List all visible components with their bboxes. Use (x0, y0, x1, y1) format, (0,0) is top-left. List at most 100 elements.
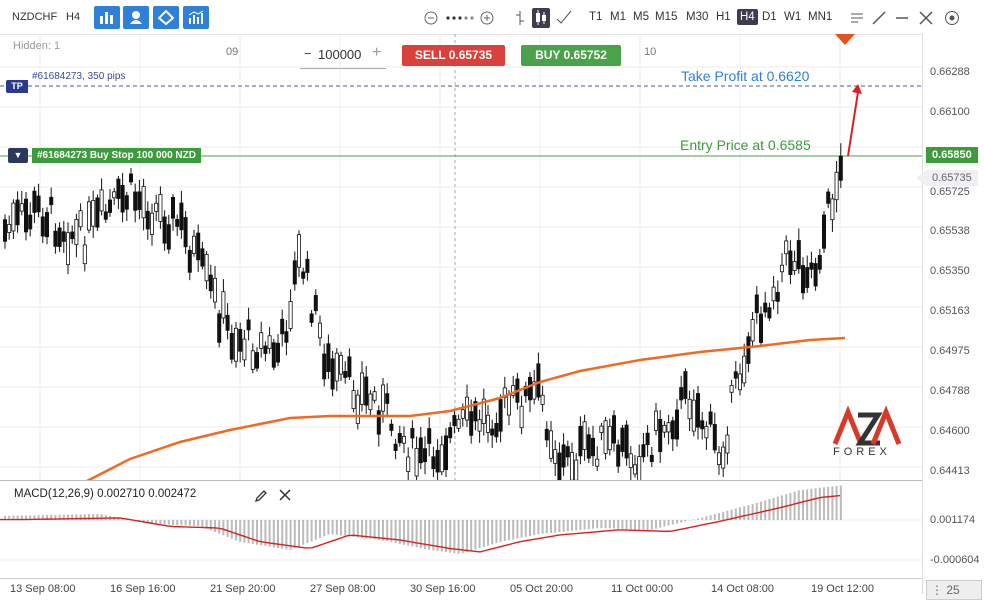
candle-body (66, 232, 71, 266)
symbol-label[interactable]: NZDCHF (12, 11, 58, 23)
tf-d1[interactable]: D1 (762, 11, 777, 23)
price-chart[interactable]: FOREX (0, 34, 922, 480)
tf-m15[interactable]: M15 (655, 11, 678, 23)
zoom-control[interactable] (424, 11, 494, 25)
macd-bar (705, 516, 708, 520)
time-label: 13 Sep 08:00 (10, 583, 76, 595)
macd-bar (785, 494, 788, 520)
template-icon[interactable] (850, 11, 864, 25)
candle-body (275, 342, 280, 363)
macd-bar (764, 500, 767, 520)
macd-bar (151, 520, 153, 525)
macd-bar (75, 514, 78, 520)
sell-button[interactable]: SELL 0.65735 (402, 45, 505, 66)
time-axis[interactable] (0, 578, 922, 599)
macd-label: MACD(12,26,9) 0.002710 0.002472 (14, 488, 197, 500)
edit-icon[interactable] (254, 489, 268, 503)
candle-body (712, 424, 717, 451)
candle-body (28, 214, 33, 230)
candle-body (561, 444, 566, 468)
tp-tag[interactable]: TP (6, 80, 28, 93)
zoom-selector[interactable]: ⋮ 25 (926, 580, 982, 600)
tf-m30[interactable]: M30 (686, 11, 709, 23)
chart-type-button[interactable] (94, 6, 120, 29)
macd-bar (558, 520, 561, 533)
timeframe-label[interactable]: H4 (66, 11, 81, 23)
candle-body (40, 216, 45, 237)
macd-bar (54, 514, 57, 520)
tf-m5[interactable]: M5 (633, 11, 649, 23)
macd-bar (512, 520, 515, 540)
candle-body (628, 453, 633, 468)
candle-style-icon[interactable] (532, 8, 550, 28)
candle-body (452, 415, 457, 427)
price-label: 0.64600 (930, 425, 970, 437)
macd-bar (159, 520, 162, 525)
close-icon[interactable] (279, 489, 291, 501)
macd-bar (205, 520, 208, 529)
candle-body (586, 434, 591, 459)
hidden-objects-label[interactable]: Hidden: 1 (13, 40, 61, 52)
delete-icon[interactable] (919, 11, 933, 25)
candle-body (595, 458, 600, 467)
candle-body (658, 418, 663, 453)
order-drag-icon[interactable]: ▼ (8, 148, 28, 163)
macd-bar (268, 520, 271, 547)
macd-bar (88, 514, 90, 520)
candle-body (204, 254, 209, 282)
quantity-stepper[interactable]: − 100000 + (300, 44, 386, 69)
price-label: 0.64788 (930, 385, 970, 397)
order-tag[interactable]: #61684273 Buy Stop 100 000 NZD (32, 148, 201, 163)
tf-h1[interactable]: H1 (716, 11, 731, 23)
candle-body (750, 319, 755, 342)
macd-bar (747, 505, 750, 520)
candle-body (137, 191, 142, 211)
candle-body (763, 302, 768, 313)
macd-bar (545, 520, 548, 534)
candle-body (759, 313, 764, 343)
quantity-value[interactable]: 100000 (318, 47, 362, 62)
candle-body (191, 235, 196, 254)
macd-pane[interactable] (0, 480, 922, 578)
indicators-button[interactable] (183, 6, 209, 29)
zoom-grip-icon: ⋮ (931, 583, 943, 597)
candle-body (733, 371, 738, 379)
candle-body (670, 420, 675, 440)
shapes-button[interactable] (153, 6, 179, 29)
line-style-icon[interactable] (556, 10, 572, 24)
plus-icon[interactable]: + (372, 44, 382, 61)
macd-bar (751, 503, 754, 520)
tf-t1[interactable]: T1 (589, 11, 603, 23)
price-axis[interactable] (922, 34, 984, 594)
macd-bar (281, 520, 284, 549)
macd-bar (642, 520, 645, 530)
macd-bar (722, 511, 725, 520)
macd-bar (760, 501, 762, 520)
macd-bar (251, 520, 254, 545)
drawing-tools-button[interactable] (123, 6, 149, 29)
candle-body (456, 418, 461, 429)
time-label: 27 Sep 08:00 (310, 583, 376, 595)
tf-mn1[interactable]: MN1 (808, 11, 833, 23)
candle-body (313, 295, 318, 312)
trendline-icon[interactable] (872, 11, 886, 25)
candle-body (675, 409, 680, 440)
macd-bar (243, 520, 246, 543)
candle-body (813, 263, 818, 287)
buy-button[interactable]: BUY 0.65752 (521, 45, 621, 66)
hline-icon[interactable] (895, 11, 909, 25)
candle-body (418, 437, 423, 464)
candle-body (822, 214, 827, 249)
candle-body (460, 409, 465, 419)
time-label: 19 Oct 12:00 (811, 583, 874, 595)
tf-h4[interactable]: H4 (737, 9, 758, 25)
tf-w1[interactable]: W1 (784, 11, 802, 23)
macd-bar (226, 520, 229, 538)
minus-icon[interactable]: − (304, 46, 312, 61)
bar-style-icon[interactable] (514, 10, 526, 26)
settings-icon[interactable] (944, 10, 960, 26)
tf-m1[interactable]: M1 (610, 11, 626, 23)
macd-bar (445, 520, 447, 553)
time-label: 14 Oct 08:00 (711, 583, 774, 595)
macd-bar (562, 520, 565, 532)
